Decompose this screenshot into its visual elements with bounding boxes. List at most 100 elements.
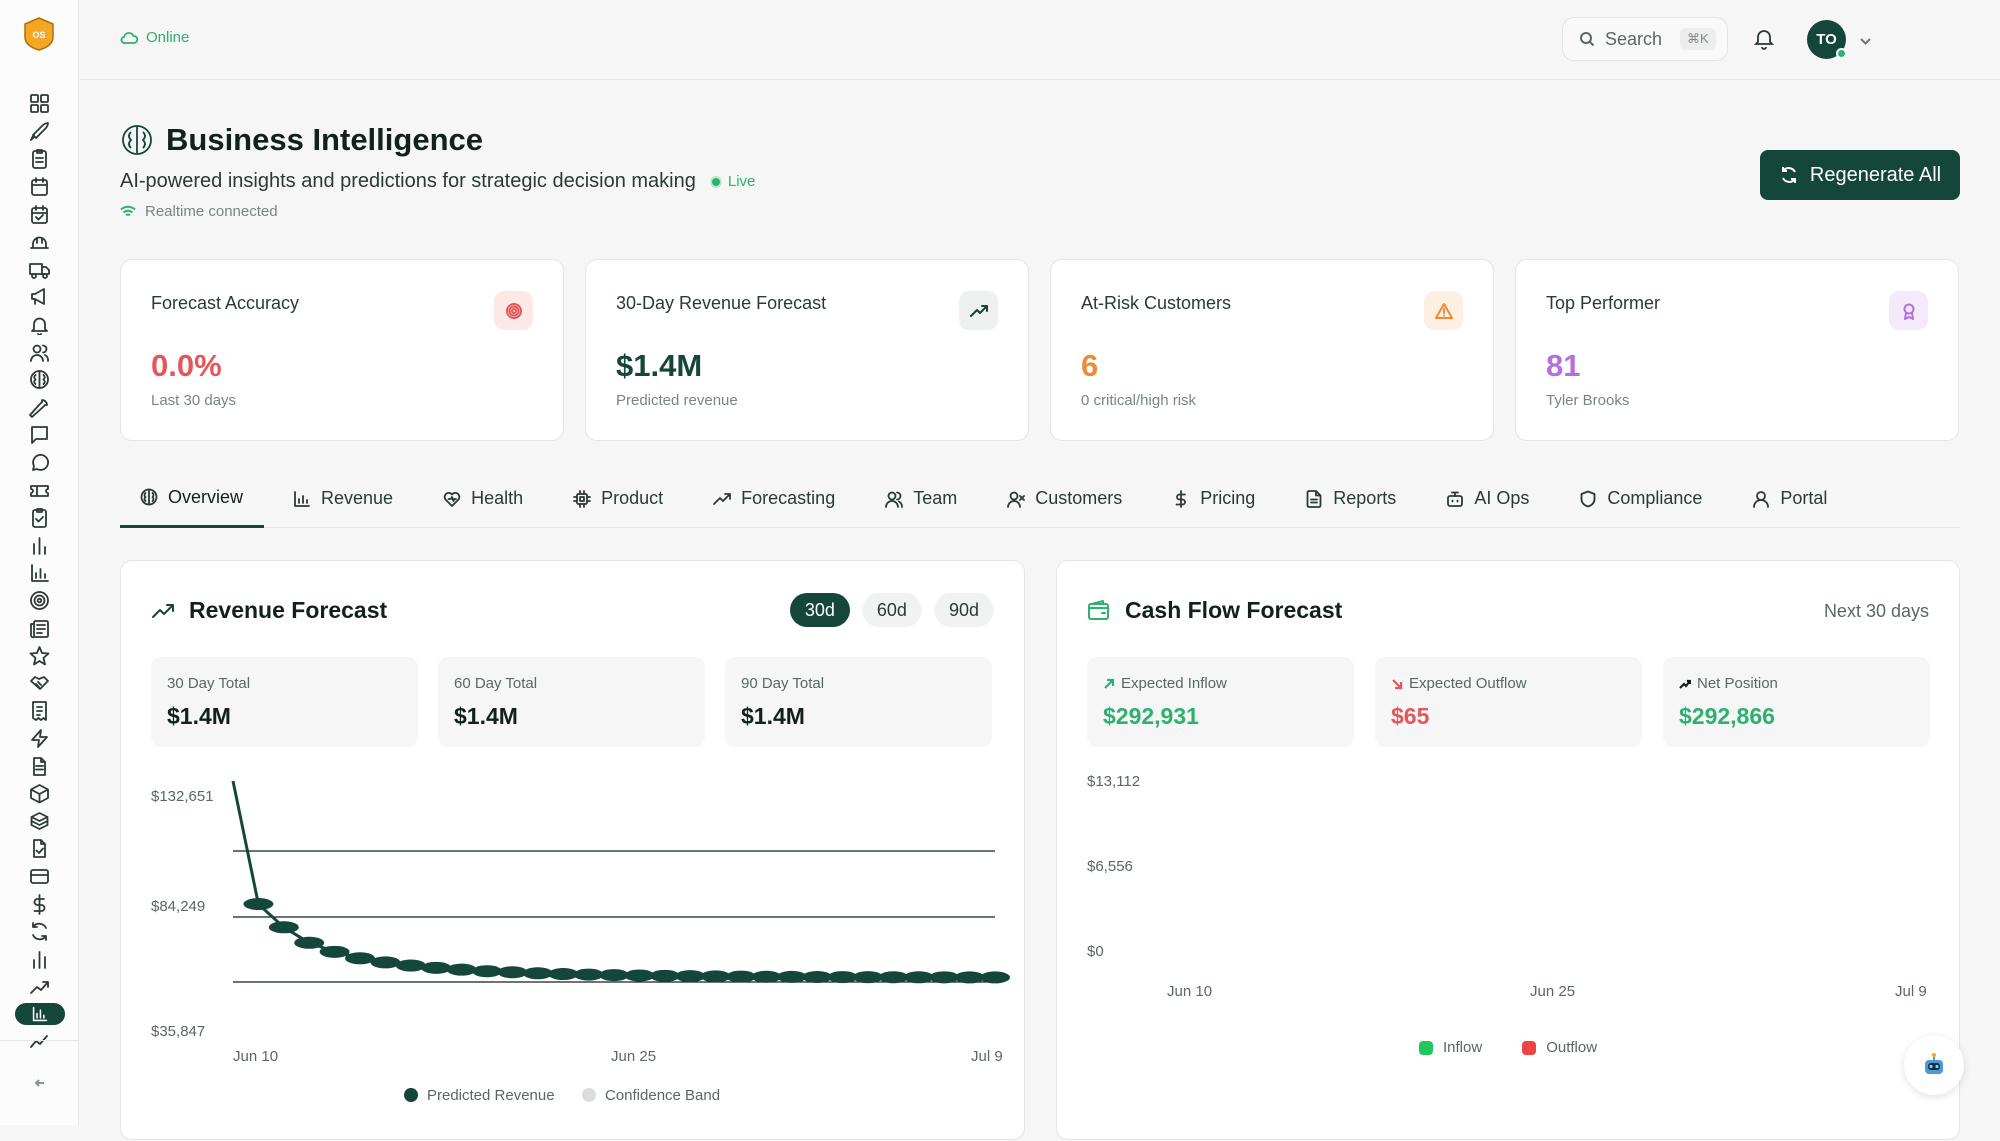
stat-value: $292,931 [1103, 703, 1199, 729]
sidebar-item-file-check[interactable] [0, 835, 79, 863]
data-point[interactable] [853, 971, 883, 984]
ai-assistant-button[interactable] [1904, 1035, 1964, 1095]
sidebar-item-bar-chart[interactable] [0, 532, 79, 560]
data-point[interactable] [649, 969, 680, 982]
data-point[interactable] [903, 971, 934, 984]
stat-value: $65 [1391, 703, 1430, 729]
sidebar-item-calendar[interactable] [0, 173, 79, 201]
data-point[interactable] [421, 961, 452, 974]
data-point[interactable] [319, 945, 350, 958]
kpi-card-at-risk-customers: At-Risk Customers 6 0 critical/high risk [1050, 259, 1494, 441]
sidebar-item-boxes[interactable] [0, 807, 79, 835]
tab-compliance[interactable]: Compliance [1550, 470, 1723, 528]
data-point[interactable] [268, 921, 299, 934]
user-avatar[interactable]: TO [1807, 20, 1847, 59]
legend-item-inflow[interactable]: Inflow [1419, 1039, 1482, 1056]
data-point[interactable] [548, 968, 579, 981]
data-point[interactable] [751, 970, 782, 983]
user-menu-toggle[interactable] [1859, 33, 1872, 51]
sidebar-item-newspaper[interactable] [0, 614, 79, 642]
tab-revenue[interactable]: Revenue [264, 470, 414, 528]
tab-overview[interactable]: Overview [120, 470, 265, 528]
data-point[interactable] [802, 970, 833, 983]
data-point[interactable] [980, 971, 1010, 984]
data-point[interactable] [726, 970, 756, 983]
search-button[interactable]: Search ⌘K [1562, 17, 1728, 61]
sidebar-item-package[interactable] [0, 780, 79, 808]
tab-team[interactable]: Team [856, 470, 978, 528]
sidebar-item-refresh[interactable] [0, 918, 79, 946]
sidebar-item-clipboard[interactable] [0, 145, 79, 173]
tab-reports[interactable]: Reports [1276, 470, 1417, 528]
sidebar-item-wrench[interactable] [0, 394, 79, 422]
shield-icon [1580, 490, 1596, 507]
sidebar-item-bell[interactable] [0, 311, 79, 339]
data-point[interactable] [954, 971, 985, 984]
sidebar-item-bar-chart-3[interactable] [0, 945, 79, 973]
data-point[interactable] [675, 970, 706, 983]
sidebar-item-zap[interactable] [0, 725, 79, 753]
sidebar-item-message-square[interactable] [0, 421, 79, 449]
sidebar-item-message-circle[interactable] [0, 449, 79, 477]
kpi-label: At-Risk Customers [1081, 293, 1232, 313]
data-point[interactable] [700, 970, 731, 983]
data-point[interactable] [472, 965, 502, 978]
data-point[interactable] [929, 971, 960, 984]
data-point[interactable] [776, 970, 807, 983]
chip-icon [573, 489, 592, 508]
sidebar-item-users[interactable] [0, 338, 79, 366]
data-point[interactable] [243, 898, 274, 911]
tab-pricing[interactable]: Pricing [1143, 470, 1276, 528]
data-point[interactable] [345, 952, 375, 965]
notifications-button[interactable] [1752, 26, 1778, 52]
data-point[interactable] [395, 959, 426, 972]
sidebar-item-hard-hat[interactable] [0, 228, 79, 256]
data-point[interactable] [827, 971, 858, 984]
tab-forecasting[interactable]: Forecasting [684, 470, 856, 528]
range-button-90d[interactable]: 90d [933, 593, 994, 627]
sidebar-item-rocket[interactable] [0, 118, 79, 146]
rocket-icon [30, 121, 49, 141]
regenerate-all-button[interactable]: Regenerate All [1760, 150, 1960, 200]
sidebar-item-target[interactable] [0, 587, 79, 615]
tab-customers[interactable]: Customers [978, 470, 1143, 528]
data-point[interactable] [878, 971, 909, 984]
collapse-sidebar-button[interactable] [0, 1040, 79, 1125]
data-point[interactable] [573, 968, 604, 981]
sidebar-item-megaphone[interactable] [0, 283, 79, 311]
data-point[interactable] [522, 967, 553, 980]
bell-icon [1753, 30, 1775, 50]
sidebar-item-calendar-check[interactable] [0, 200, 79, 228]
tab-product[interactable]: Product [544, 470, 684, 528]
x-tick-label: Jun 25 [1530, 983, 1575, 1000]
data-point[interactable] [599, 969, 629, 982]
legend-item-outflow[interactable]: Outflow [1522, 1039, 1597, 1056]
sidebar-item-trending-up[interactable] [0, 973, 79, 1001]
tab-label: Customers [1035, 488, 1123, 508]
data-point[interactable] [497, 966, 528, 979]
sidebar-item-handshake[interactable] [0, 669, 79, 697]
tab-health[interactable]: Health [414, 470, 544, 528]
sidebar-item-ticket[interactable] [0, 476, 79, 504]
range-button-30d[interactable]: 30d [789, 593, 850, 627]
sidebar-item-file-text[interactable] [0, 752, 79, 780]
tab-portal[interactable]: Portal [1723, 470, 1848, 528]
sidebar-item-receipt[interactable] [0, 697, 79, 725]
data-point[interactable] [446, 963, 477, 976]
sidebar-item-brain[interactable] [0, 366, 79, 394]
range-button-60d[interactable]: 60d [861, 593, 922, 627]
sidebar-item-credit-card[interactable] [0, 863, 79, 891]
sidebar-item-bar-chart-2[interactable] [0, 559, 79, 587]
bar-chart-3-icon [33, 950, 46, 969]
sidebar-item-truck[interactable] [0, 256, 79, 284]
sidebar-item-dashboard[interactable] [0, 90, 79, 118]
sidebar-item-star[interactable] [0, 642, 79, 670]
sidebar-item-analytics[interactable] [0, 1001, 79, 1029]
sidebar-item-clipboard-check[interactable] [0, 504, 79, 532]
data-point[interactable] [370, 956, 401, 969]
data-point[interactable] [294, 936, 325, 949]
app-logo[interactable]: OS [23, 17, 55, 51]
sidebar-item-dollar[interactable] [0, 890, 79, 918]
data-point[interactable] [624, 969, 655, 982]
tab-ai-ops[interactable]: AI Ops [1417, 470, 1550, 528]
